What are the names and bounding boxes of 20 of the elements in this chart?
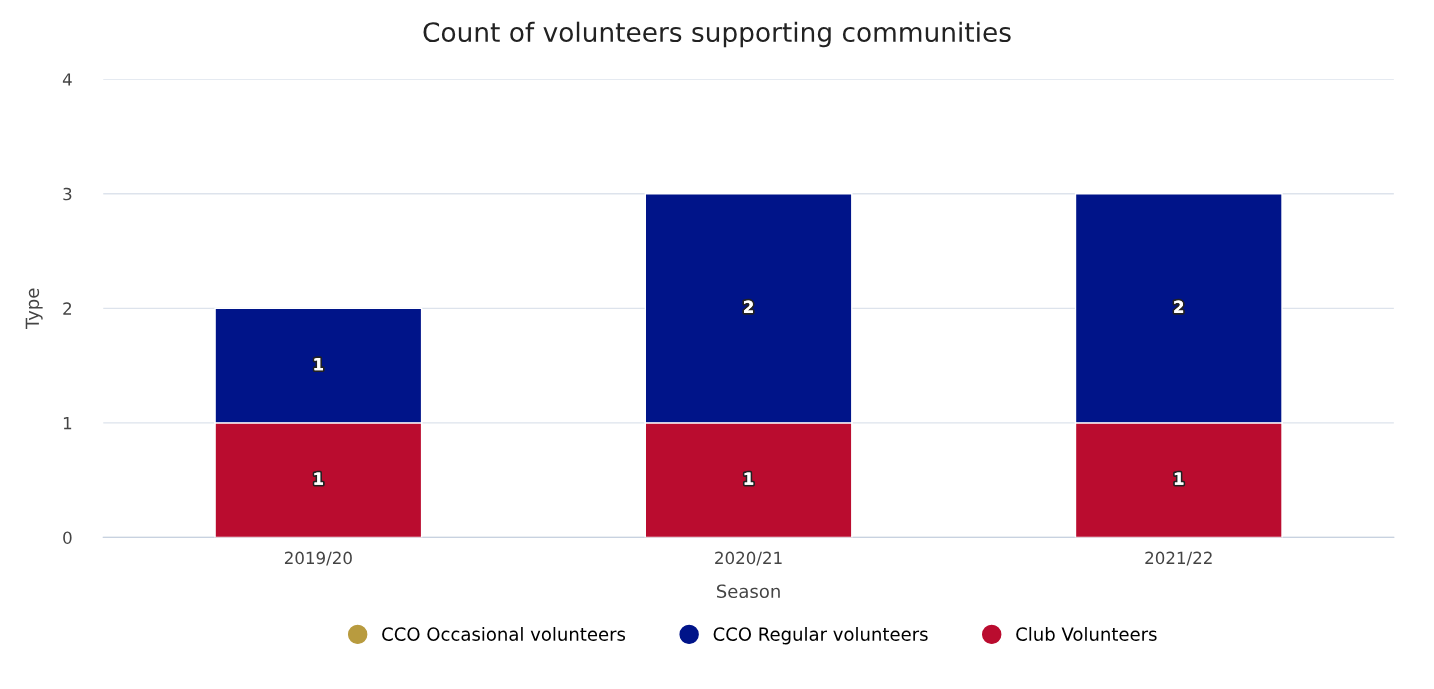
x-axis-title: Season <box>716 584 780 599</box>
y-tick-label: 0 <box>63 531 72 544</box>
data-label: 2 <box>1174 300 1184 313</box>
y-tick-label: 1 <box>63 417 72 430</box>
data-label: 2 <box>744 300 753 313</box>
legend-label: CCO Regular volunteers <box>713 626 928 645</box>
x-tick-label: 2019/20 <box>284 551 352 566</box>
x-tick-label: 2020/21 <box>715 551 782 566</box>
chart-title: Count of volunteers supporting communities <box>423 21 1011 48</box>
y-tick-label: 3 <box>63 187 72 201</box>
y-tick-label: 4 <box>62 73 72 86</box>
legend-label: CCO Occasional volunteers <box>382 626 626 641</box>
data-label: 1 <box>314 472 323 485</box>
data-label: 1 <box>314 358 323 371</box>
y-axis-title: Type <box>25 288 43 330</box>
data-label: 1 <box>1174 472 1184 485</box>
data-label: 1 <box>744 472 754 485</box>
y-tick-label: 2 <box>63 302 72 315</box>
legend-label: Club Volunteers <box>1016 626 1157 641</box>
x-tick-label: 2021/22 <box>1145 551 1212 566</box>
